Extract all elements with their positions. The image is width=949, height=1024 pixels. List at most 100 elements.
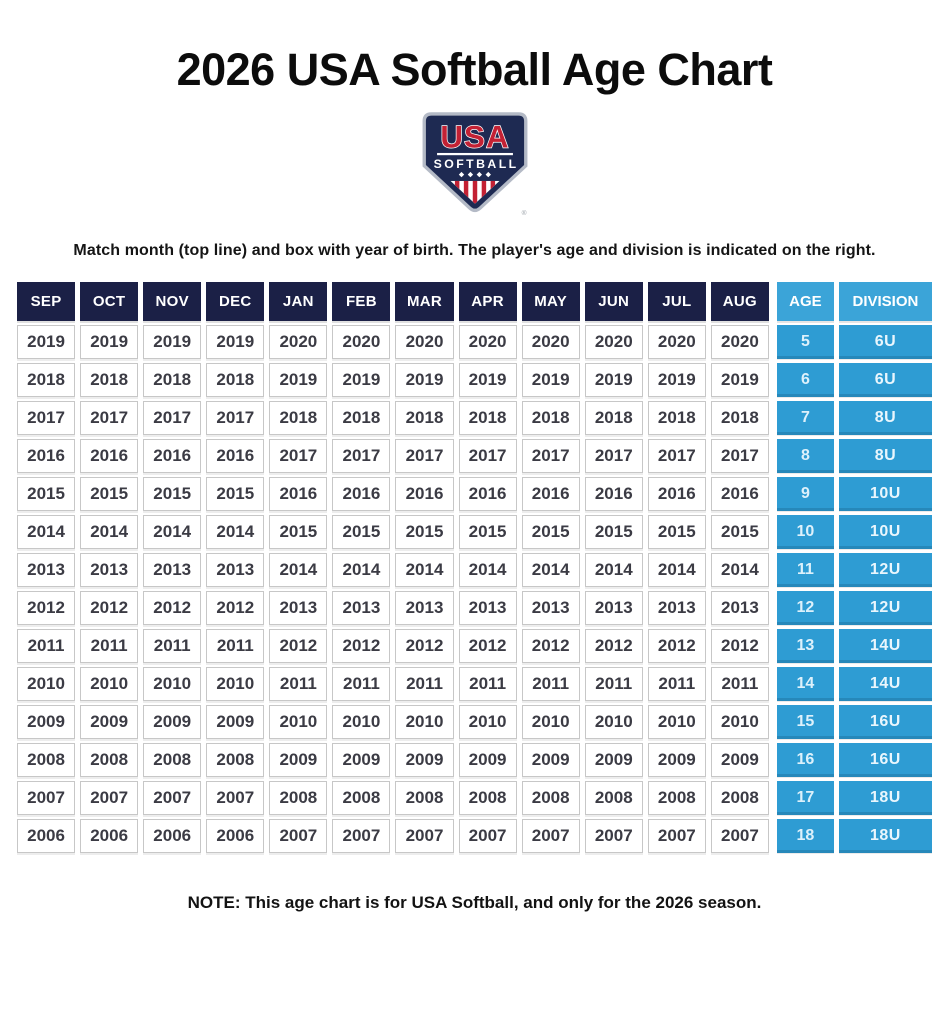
year-cell: 2011 — [269, 667, 328, 701]
year-cell: 2007 — [206, 781, 265, 815]
year-cell: 2020 — [458, 325, 517, 359]
table-row: 2016 2016 2016 2016 2017 2017 2017 2017 2017 2017… — [17, 439, 932, 473]
year-cell: 2016 — [521, 477, 580, 511]
year-cell: 2015 — [395, 515, 454, 549]
year-cell: 2018 — [710, 401, 769, 435]
age-cell: 12 — [776, 591, 834, 625]
year-cell: 2019 — [17, 325, 76, 359]
year-cell: 2007 — [710, 819, 769, 853]
year-cell: 2014 — [17, 515, 76, 549]
year-cell: 2015 — [710, 515, 769, 549]
year-cell: 2019 — [143, 325, 202, 359]
year-cell: 2017 — [584, 439, 643, 473]
year-cell: 2012 — [458, 629, 517, 663]
note-text: NOTE: This age chart is for USA Softball… — [187, 893, 762, 912]
year-cell: 2017 — [710, 439, 769, 473]
year-cell: 2018 — [584, 401, 643, 435]
year-cell: 2012 — [395, 629, 454, 663]
division-cell: 14U — [838, 667, 932, 701]
age-cell: 11 — [776, 553, 834, 587]
year-cell: 2008 — [269, 781, 328, 815]
year-cell: 2014 — [80, 515, 139, 549]
division-cell: 8U — [838, 439, 932, 473]
year-cell: 2015 — [332, 515, 391, 549]
year-cell: 2006 — [206, 819, 265, 853]
division-cell: 8U — [838, 401, 932, 435]
year-cell: 2010 — [521, 705, 580, 739]
column-header-nov: NOV — [143, 282, 202, 321]
year-cell: 2015 — [647, 515, 706, 549]
column-header-sep: SEP — [17, 282, 76, 321]
year-cell: 2017 — [332, 439, 391, 473]
table-row: 2011 2011 2011 2011 2012 2012 2012 2012 2012 2012… — [17, 629, 932, 663]
year-cell: 2010 — [143, 667, 202, 701]
table-header-row: SEP OCT NOV DEC JAN FEB MAR APR MAY JUN JUL AUG AGE D… — [17, 282, 932, 321]
year-cell: 2019 — [395, 363, 454, 397]
instruction-text: Match month (top line) and box with year… — [73, 242, 876, 259]
division-cell: 18U — [838, 819, 932, 853]
year-cell: 2016 — [17, 439, 76, 473]
year-cell: 2016 — [710, 477, 769, 511]
year-cell: 2015 — [521, 515, 580, 549]
year-cell: 2014 — [458, 553, 517, 587]
year-cell: 2018 — [521, 401, 580, 435]
year-cell: 2008 — [17, 743, 76, 777]
year-cell: 2019 — [206, 325, 265, 359]
division-cell: 16U — [838, 743, 932, 777]
year-cell: 2016 — [584, 477, 643, 511]
year-cell: 2007 — [143, 781, 202, 815]
age-cell: 17 — [776, 781, 834, 815]
age-cell: 18 — [776, 819, 834, 853]
year-cell: 2007 — [17, 781, 76, 815]
year-cell: 2009 — [584, 743, 643, 777]
usa-softball-logo: USA SOFTBALL ® — [0, 110, 949, 216]
division-cell: 6U — [838, 363, 932, 397]
division-cell: 18U — [838, 781, 932, 815]
year-cell: 2018 — [458, 401, 517, 435]
year-cell: 2009 — [647, 743, 706, 777]
year-cell: 2007 — [332, 819, 391, 853]
year-cell: 2015 — [80, 477, 139, 511]
logo-shield-shape — [422, 112, 527, 213]
year-cell: 2017 — [206, 401, 265, 435]
year-cell: 2011 — [521, 667, 580, 701]
year-cell: 2007 — [521, 819, 580, 853]
year-cell: 2019 — [269, 363, 328, 397]
year-cell: 2020 — [395, 325, 454, 359]
year-cell: 2017 — [395, 439, 454, 473]
age-cell: 13 — [776, 629, 834, 663]
table-row: 2010 2010 2010 2010 2011 2011 2011 2011 2011 2011… — [17, 667, 932, 701]
year-cell: 2016 — [206, 439, 265, 473]
year-cell: 2009 — [710, 743, 769, 777]
table-row: 2014 2014 2014 2014 2015 2015 2015 2015 2015 2015… — [17, 515, 932, 549]
column-header-feb: FEB — [332, 282, 391, 321]
year-cell: 2011 — [458, 667, 517, 701]
year-cell: 2010 — [332, 705, 391, 739]
year-cell: 2010 — [710, 705, 769, 739]
year-cell: 2014 — [206, 515, 265, 549]
year-cell: 2018 — [143, 363, 202, 397]
table-row: 2018 2018 2018 2018 2019 2019 2019 2019 2019 2019… — [17, 363, 932, 397]
year-cell: 2012 — [710, 629, 769, 663]
year-cell: 2011 — [395, 667, 454, 701]
year-cell: 2008 — [80, 743, 139, 777]
year-cell: 2014 — [269, 553, 328, 587]
table-row: 2008 2008 2008 2008 2009 2009 2009 2009 2009 2009… — [17, 743, 932, 777]
year-cell: 2020 — [521, 325, 580, 359]
year-cell: 2009 — [458, 743, 517, 777]
table-body: 2019 2019 2019 2019 2020 2020 2020 2020 2020 2020… — [17, 325, 932, 853]
table-row: 2012 2012 2012 2012 2013 2013 2013 2013 2013 2013… — [17, 591, 932, 625]
year-cell: 2015 — [143, 477, 202, 511]
table-row: 2015 2015 2015 2015 2016 2016 2016 2016 2016 2016… — [17, 477, 932, 511]
year-cell: 2006 — [80, 819, 139, 853]
table-row: 2019 2019 2019 2019 2020 2020 2020 2020 2020 2020… — [17, 325, 932, 359]
year-cell: 2010 — [269, 705, 328, 739]
year-cell: 2017 — [521, 439, 580, 473]
year-cell: 2006 — [17, 819, 76, 853]
year-cell: 2014 — [395, 553, 454, 587]
year-cell: 2008 — [584, 781, 643, 815]
year-cell: 2015 — [458, 515, 517, 549]
year-cell: 2007 — [458, 819, 517, 853]
year-cell: 2011 — [80, 629, 139, 663]
year-cell: 2017 — [647, 439, 706, 473]
